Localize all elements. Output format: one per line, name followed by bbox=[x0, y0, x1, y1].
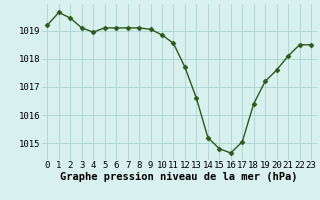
X-axis label: Graphe pression niveau de la mer (hPa): Graphe pression niveau de la mer (hPa) bbox=[60, 172, 298, 182]
